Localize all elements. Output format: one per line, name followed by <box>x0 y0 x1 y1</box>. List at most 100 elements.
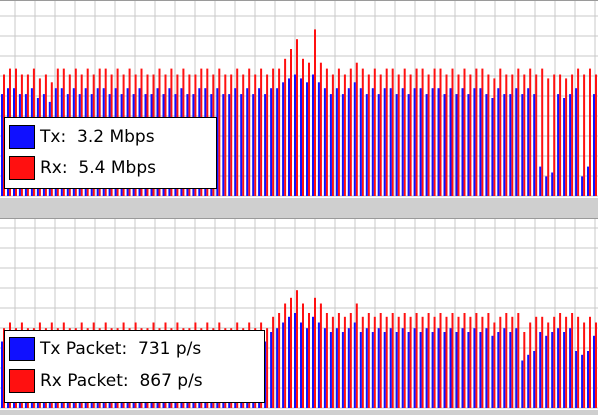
tx-bar <box>317 82 320 196</box>
rx-bar <box>343 316 346 408</box>
tx-bar <box>545 335 548 408</box>
rx-bar <box>529 322 532 408</box>
tx-bar <box>294 313 296 408</box>
tx-bar <box>497 332 500 408</box>
tx-bar <box>581 176 584 196</box>
tx-bar <box>473 328 476 408</box>
tx-bar <box>539 166 542 196</box>
rx-bar <box>254 74 257 196</box>
tx-bar <box>228 94 231 196</box>
tx-bar <box>1 94 3 196</box>
rx-bar <box>266 328 269 408</box>
tx-bar <box>557 328 560 408</box>
tx-bar <box>503 328 506 408</box>
rx-bar <box>517 68 520 196</box>
rx-bar <box>224 74 227 196</box>
rx-bar <box>547 78 550 196</box>
rx-bar <box>475 68 478 196</box>
rx-bar <box>469 74 472 196</box>
legend-tx-packet-row: Tx Packet: 731 p/s <box>9 336 201 362</box>
tx-bar <box>491 335 494 408</box>
rx-bar <box>523 332 526 408</box>
tx-bar <box>467 94 470 196</box>
rx-bar <box>427 74 430 196</box>
tx-bar <box>431 332 434 408</box>
legend-tx-row: Tx: 3.2 Mbps <box>9 124 155 150</box>
tx-bar <box>377 328 380 408</box>
rx-bar <box>511 74 514 196</box>
rx-bar <box>433 316 436 408</box>
rx-bar <box>367 313 370 408</box>
rx-bar <box>373 68 376 196</box>
tx-bar <box>527 88 530 196</box>
tx-bar <box>282 82 285 196</box>
rx-bar <box>511 316 514 408</box>
rx-bar <box>553 74 556 196</box>
rx-bar <box>403 68 406 196</box>
tx-bar <box>569 328 572 408</box>
tx-bar <box>485 328 488 408</box>
tx-bar <box>270 88 273 196</box>
tx-bar <box>347 328 350 408</box>
rx-bar <box>559 313 562 408</box>
tx-bar <box>401 88 404 196</box>
rx-bar <box>278 68 281 196</box>
rx-bar <box>343 74 346 196</box>
rx-bar <box>284 58 287 196</box>
rx-bar <box>505 74 508 196</box>
rx-bar <box>272 68 275 196</box>
tx-bar <box>222 94 225 196</box>
rx-bar <box>427 313 430 408</box>
rx-bar <box>415 68 418 196</box>
tx-bar <box>395 94 398 196</box>
tx-bar <box>264 341 267 408</box>
rx-bar <box>331 74 334 196</box>
bottom-strip <box>0 410 598 415</box>
tx-bar <box>551 332 554 408</box>
rx-bar <box>242 74 245 196</box>
tx-bar <box>306 328 308 408</box>
legend-rx-label: Rx: <box>40 158 68 178</box>
tx-packet-color-swatch <box>9 337 35 361</box>
packet-graph-panel: Tx Packet: 731 p/s Rx Packet: 867 p/s <box>0 218 598 410</box>
legend-rx-packet-value: 867 p/s <box>139 371 203 391</box>
rx-bar <box>319 62 322 197</box>
tx-bar <box>449 328 452 408</box>
tx-bar <box>216 88 219 196</box>
tx-bar <box>341 332 344 408</box>
rx-bar <box>415 313 418 408</box>
tx-bar <box>575 88 578 196</box>
rx-bar <box>577 68 580 196</box>
rx-bar <box>463 313 466 408</box>
rx-bar <box>493 78 496 196</box>
rx-bar <box>583 74 586 196</box>
rx-bar <box>385 68 388 196</box>
tx-bar <box>563 332 566 408</box>
rx-bar <box>577 316 580 408</box>
tx-bar <box>407 332 410 408</box>
rx-bar <box>284 303 287 408</box>
rx-bar <box>571 313 574 408</box>
rx-bar <box>230 74 233 196</box>
rx-bar <box>505 313 508 408</box>
rx-bar <box>439 313 442 408</box>
tx-bar <box>455 94 458 196</box>
rx-bar <box>565 78 568 196</box>
tx-bar <box>527 354 530 408</box>
rx-bar <box>445 74 448 196</box>
tx-bar <box>270 332 273 408</box>
legend-tx-packet-label: Tx Packet: <box>40 339 128 359</box>
legend-rx-value: 5.4 Mbps <box>78 158 156 178</box>
rx-bar <box>278 313 281 408</box>
tx-bar <box>365 94 368 196</box>
rx-bar <box>541 68 544 196</box>
rx-bar <box>523 74 526 196</box>
tx-bar <box>371 88 374 196</box>
tx-bar <box>467 332 470 408</box>
tx-bar <box>521 360 524 408</box>
tx-bar <box>300 322 302 408</box>
rx-bar <box>517 313 520 408</box>
tx-bar <box>515 328 518 408</box>
rx-bar <box>373 316 376 408</box>
rx-bar <box>319 303 322 408</box>
